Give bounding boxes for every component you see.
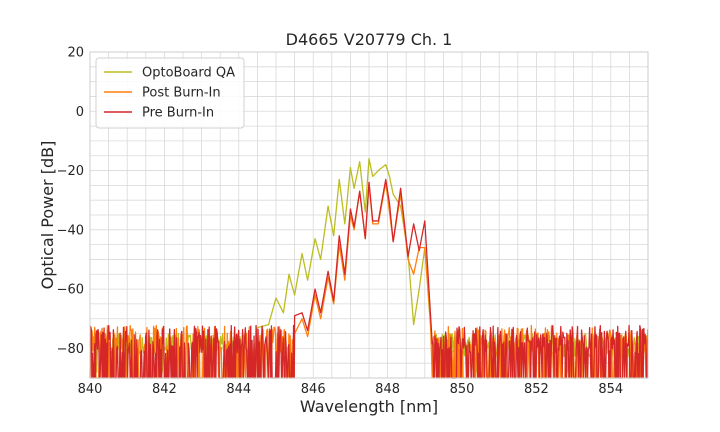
legend-label-post-burn-in: Post Burn-In [142,86,221,101]
legend: OptoBoard QA Post Burn-In Pre Burn-In [95,57,245,129]
x-tick-label: 844 [226,382,251,397]
x-tick-label: 850 [450,382,475,397]
y-tick-label: −20 [57,164,84,179]
y-tick-label: 20 [67,46,84,61]
chart-title: D4665 V20779 Ch. 1 [286,30,453,49]
y-axis-ticks: 20 0 −20 −40 −60 −80 [57,46,84,357]
y-tick-label: −60 [57,283,84,298]
x-tick-label: 842 [152,382,177,397]
plot-area-frame [89,51,649,379]
x-axis-label: Wavelength [nm] [300,397,438,416]
legend-box [95,57,245,129]
x-tick-label: 852 [524,382,549,397]
x-tick-label: 854 [598,382,623,397]
x-axis-ticks: 840 842 844 846 848 850 852 854 [78,382,624,397]
y-tick-label: 0 [76,105,84,120]
legend-label-optoboard-qa: OptoBoard QA [142,66,235,81]
y-axis-label: Optical Power [dB] [38,141,57,290]
y-tick-label: −80 [57,342,84,357]
legend-label-pre-burn-in: Pre Burn-In [142,106,214,121]
y-tick-label: −40 [57,223,84,238]
x-tick-label: 846 [301,382,326,397]
x-tick-label: 840 [78,382,103,397]
x-tick-label: 848 [375,382,400,397]
